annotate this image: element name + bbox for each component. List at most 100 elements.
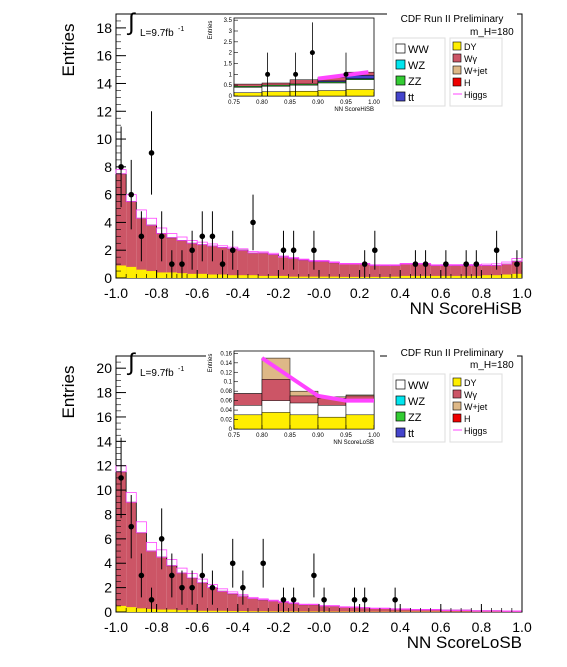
- bkg-dy-bar: [278, 275, 289, 278]
- y-tick-label: 18: [96, 20, 112, 36]
- bkg-wg-bar: [308, 604, 319, 612]
- legend-label-zz: ZZ: [408, 412, 422, 424]
- bkg-dy-bar: [298, 276, 309, 278]
- bkg-dy-bar: [491, 275, 502, 278]
- bkg-wg-bar: [430, 265, 441, 278]
- x-tick-label: 0.6: [431, 285, 451, 301]
- higgs-signal-bar: [217, 245, 229, 248]
- y-tick-label: 2: [104, 580, 112, 596]
- bkg-wg-bar: [258, 252, 269, 278]
- bkg-wg-bar: [116, 173, 127, 278]
- x-tick-label: 0.4: [390, 619, 410, 635]
- bkg-dy-bar: [247, 611, 259, 612]
- header-label: CDF Run II Preliminary: [401, 348, 504, 359]
- bkg-wg-bar: [349, 264, 360, 278]
- inset-x-tick-label: 0.75: [228, 100, 240, 106]
- y-tick-label: 4: [104, 555, 112, 571]
- bkg-wg-bar: [298, 604, 309, 612]
- y-tick-label: 10: [96, 131, 112, 147]
- data-point: [422, 261, 429, 267]
- inset-y-axis-label: Entries: [208, 354, 214, 373]
- bkg-dy-bar: [400, 275, 411, 278]
- data-point: [463, 261, 469, 267]
- legend-swatch-wg: [452, 53, 462, 63]
- bkg-wg-bar: [450, 265, 462, 278]
- bkg-dy-bar: [176, 610, 188, 612]
- higgs-signal-bar: [379, 607, 391, 609]
- x-tick-label: -0.4: [226, 619, 250, 635]
- bkg-wg-bar: [247, 598, 259, 612]
- y-tick-label: 0: [104, 270, 112, 286]
- bkg-dy-bar: [349, 276, 360, 278]
- bkg-dy-bar: [308, 276, 319, 278]
- bkg-wg-bar: [146, 551, 157, 612]
- lumi-exponent: -1: [178, 366, 184, 373]
- bkg-dy-bar: [481, 275, 492, 278]
- integral-symbol: ∫: [126, 349, 136, 376]
- bkg-wg-bar: [258, 599, 269, 612]
- x-axis-label: NN ScoreLoSB: [407, 633, 522, 652]
- inset-higgs-signal: [260, 356, 374, 403]
- mass-label: m_H=180: [470, 27, 514, 38]
- inset-y-tick-label: 0.1: [224, 380, 233, 386]
- bkg-dy-bar: [339, 276, 350, 278]
- inset-bar-dy: [261, 91, 291, 97]
- y-tick-label: 8: [104, 506, 112, 522]
- inset-bar-dy: [289, 414, 319, 430]
- legend-swatch-h: [452, 413, 462, 423]
- bkg-dy-bar: [136, 269, 147, 278]
- data-point: [209, 584, 216, 591]
- legend-label-wg: Wγ: [464, 390, 477, 400]
- x-tick-label: -1.0: [104, 285, 128, 301]
- x-tick-label: -0.2: [266, 285, 290, 301]
- legend-label-dy: DY: [464, 42, 477, 52]
- legend-label-wz: WZ: [408, 60, 425, 72]
- y-tick-label: 12: [96, 458, 112, 474]
- data-point: [138, 233, 145, 240]
- inset-x-tick-label: 0.85: [284, 433, 296, 439]
- data-point: [189, 584, 195, 591]
- bkg-wg-bar: [217, 591, 228, 612]
- data-point: [148, 597, 155, 603]
- data-point: [148, 150, 155, 156]
- data-point: [311, 572, 317, 579]
- inset-x-tick-label: 0.80: [256, 433, 268, 439]
- data-point: [138, 572, 145, 579]
- inset-bar-dy: [345, 89, 375, 97]
- lumi-label: L=9.7fb: [140, 28, 174, 39]
- legend-label-tt: tt: [408, 92, 414, 104]
- inset-x-tick-label: 0.85: [284, 100, 296, 106]
- legend-label-wg: Wγ: [464, 54, 477, 64]
- inset-x-tick-label: 1.00: [368, 433, 380, 439]
- inset-y-tick-label: 0.04: [220, 408, 232, 414]
- inset-bar-dy: [345, 414, 375, 430]
- bkg-dy-bar: [207, 274, 218, 278]
- higgs-signal-bar: [298, 258, 310, 261]
- bkg-wg-bar: [379, 265, 391, 278]
- bkg-dy-bar: [237, 611, 248, 612]
- x-tick-label: 1.0: [512, 285, 532, 301]
- higgs-signal-bar: [389, 264, 401, 266]
- data-point: [169, 572, 175, 579]
- inset-y-tick-label: 1.5: [224, 62, 233, 68]
- bkg-wg-bar: [197, 582, 208, 612]
- legend-swatch-ww: [395, 43, 406, 54]
- header-box: [387, 346, 517, 359]
- mass-label: m_H=180: [470, 360, 514, 371]
- legend-swatch-wg: [452, 389, 462, 399]
- data-point: [199, 572, 206, 579]
- higgs-signal-bar: [338, 606, 350, 608]
- bkg-wg-bar: [116, 471, 127, 612]
- inset-x-tick-label: 0.95: [340, 433, 352, 439]
- legend-label-wjet: W+jet: [464, 66, 488, 76]
- y-axis-label: Entries: [59, 366, 78, 419]
- x-tick-label: 1.0: [512, 619, 532, 635]
- inset-x-tick-label: 0.95: [340, 100, 352, 106]
- higgs-signal-bar: [328, 605, 340, 607]
- bkg-dy-bar: [197, 610, 208, 612]
- legend-swatch-tt: [395, 91, 406, 102]
- y-tick-label: 16: [96, 48, 112, 64]
- higgs-signal-bar: [409, 609, 421, 611]
- y-tick-label: 14: [96, 75, 112, 91]
